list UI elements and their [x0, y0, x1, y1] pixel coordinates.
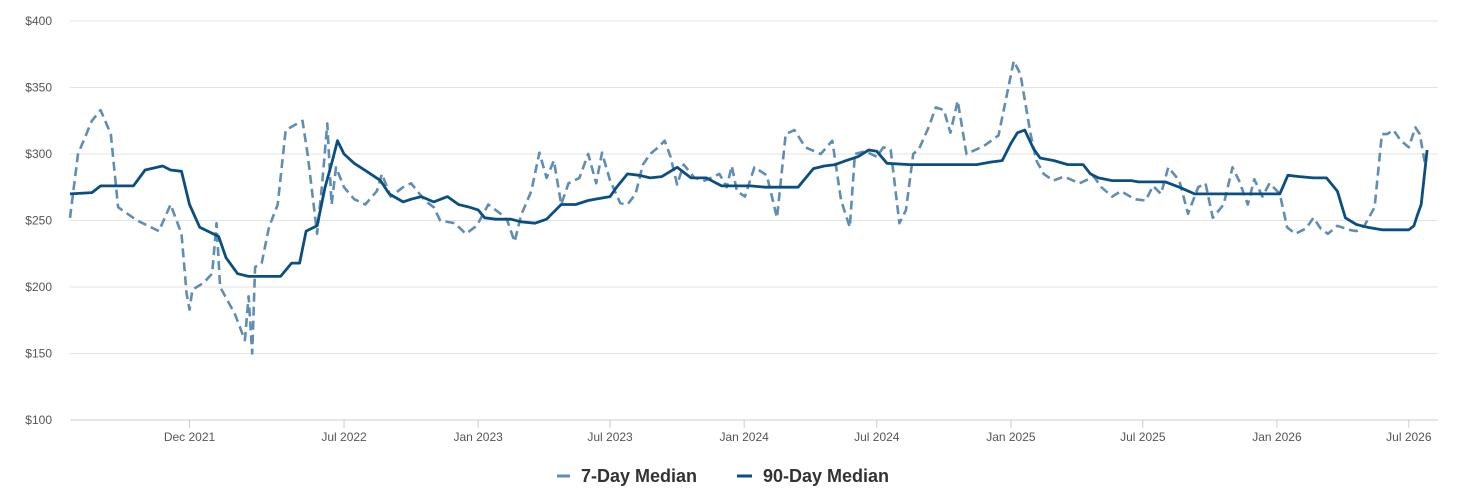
- x-tick-label: Jan 2023: [453, 430, 503, 444]
- x-tick-label: Jul 2024: [854, 430, 900, 444]
- legend-item-90day[interactable]: 90-Day Median: [737, 466, 889, 486]
- x-tick-label: Jan 2024: [719, 430, 769, 444]
- series-line-90day: [69, 128, 1429, 278]
- y-tick-label: $350: [25, 81, 52, 95]
- x-axis: Dec 2021 Jul 2022 Jan 2023 Jul 2023 Jan 2024…: [70, 419, 1438, 444]
- x-tick-label: Jul 2023: [587, 430, 633, 444]
- x-tick-label: Jan 2025: [986, 430, 1036, 444]
- x-tick-label: Dec 2021: [164, 430, 216, 444]
- legend: 7-Day Median 90-Day Median: [557, 466, 889, 486]
- legend-label-7day: 7-Day Median: [581, 466, 697, 486]
- y-tick-label: $200: [25, 280, 52, 294]
- y-tick-label: $300: [25, 147, 52, 161]
- legend-item-7day[interactable]: 7-Day Median: [557, 466, 697, 486]
- y-tick-label: $100: [25, 413, 52, 427]
- x-tick-label: Jul 2022: [321, 430, 367, 444]
- x-tick-label: Jul 2025: [1120, 430, 1166, 444]
- legend-label-90day: 90-Day Median: [763, 466, 889, 486]
- grid-lines: [70, 20, 1438, 421]
- series-lines: [68, 59, 1429, 355]
- y-tick-label: $400: [25, 14, 52, 28]
- y-axis: $100 $150 $200 $250 $300 $350 $400: [25, 14, 52, 427]
- x-tick-label: Jul 2026: [1386, 430, 1432, 444]
- series-line-7day: [68, 59, 1427, 355]
- x-tick-label: Jan 2026: [1252, 430, 1302, 444]
- y-tick-label: $250: [25, 214, 52, 228]
- y-tick-label: $150: [25, 347, 52, 361]
